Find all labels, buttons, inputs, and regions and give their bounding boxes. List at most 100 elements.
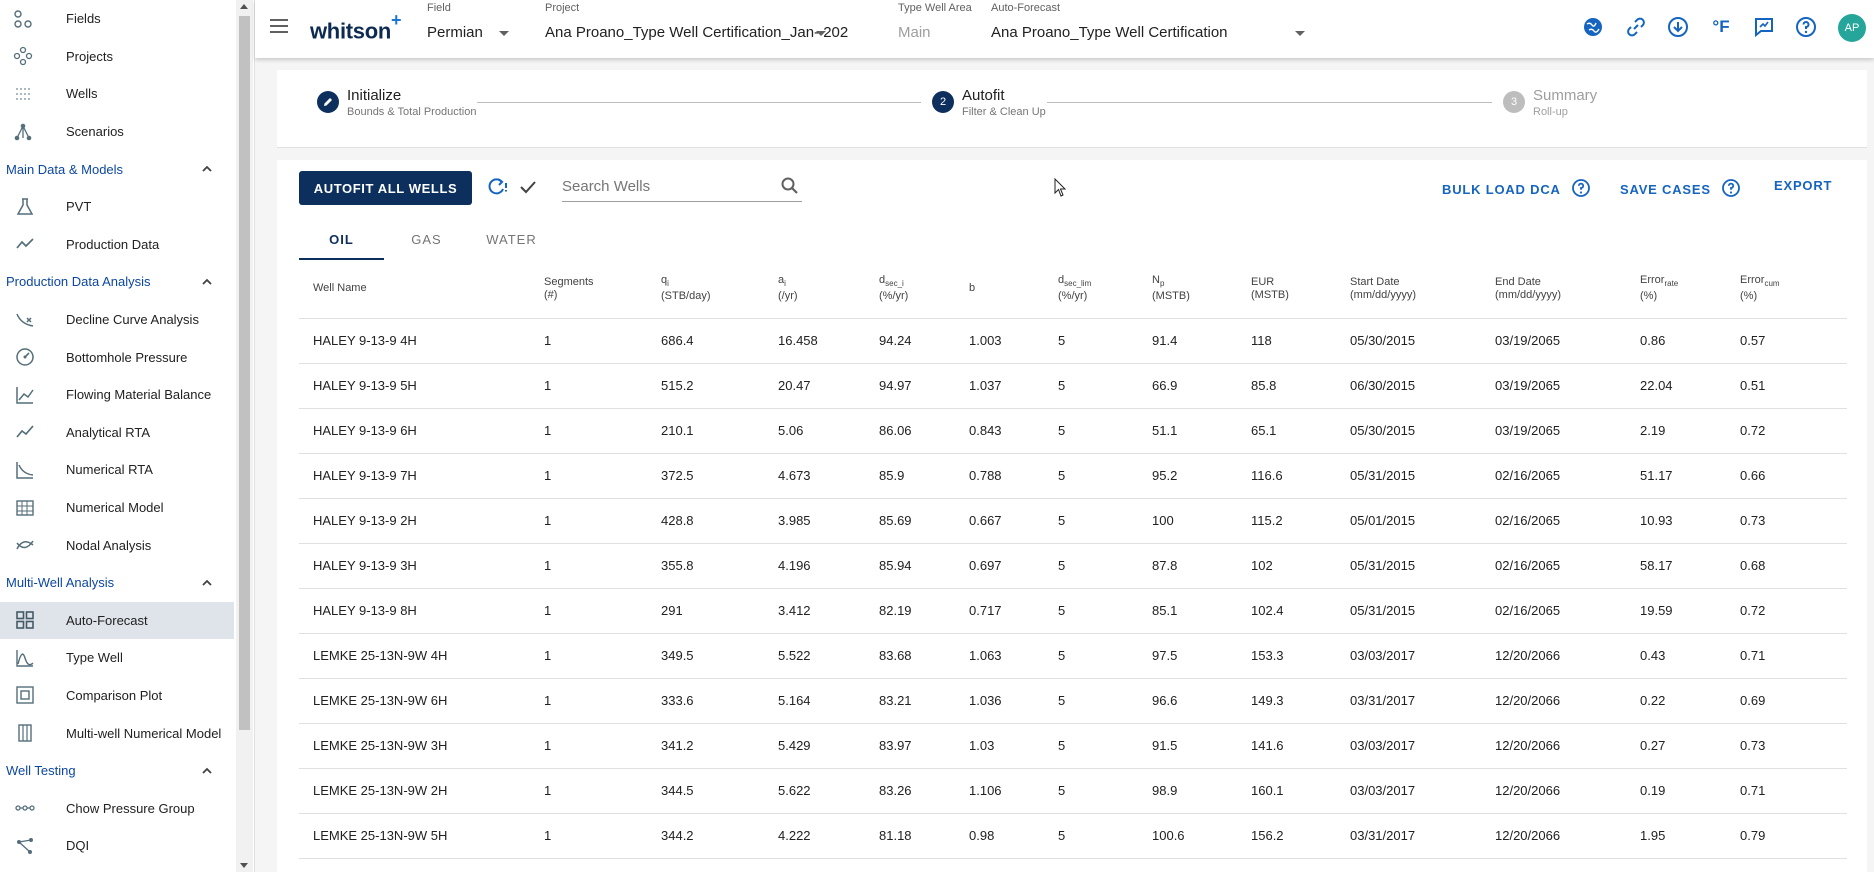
sidebar-item-numerical-model[interactable]: Numerical Model xyxy=(0,489,234,527)
download-circle-icon[interactable] xyxy=(1666,15,1690,39)
tab-oil[interactable]: OIL xyxy=(299,218,384,260)
column-header-label: q xyxy=(661,274,668,287)
column-header[interactable]: Start Date (mm/dd/yyyy) xyxy=(1350,260,1495,319)
autofit-all-wells-button[interactable]: AUTOFIT ALL WELLS xyxy=(299,171,472,205)
column-header[interactable]: ai (/yr) xyxy=(778,260,879,319)
table-row[interactable]: HALEY 9-13-9 2H 1 428.8 3.985 85.69 0.667 5 100… xyxy=(299,498,1847,544)
table-cell: 03/19/2065 xyxy=(1495,318,1640,364)
sidebar-item-bottomhole-pressure[interactable]: Bottomhole Pressure xyxy=(0,338,234,376)
table-cell: 5 xyxy=(1058,813,1152,859)
sidebar-item-production-data[interactable]: Production Data xyxy=(0,226,234,264)
sidebar-item-scenarios[interactable]: Scenarios xyxy=(0,113,234,151)
temperature-unit-button[interactable]: °F xyxy=(1709,15,1733,39)
sidebar-item-chow-pressure-group[interactable]: Chow Pressure Group xyxy=(0,789,234,827)
table-row[interactable]: HALEY 9-13-9 8H 1 291 3.412 82.19 0.717 5 85.1 1… xyxy=(299,588,1847,634)
sidebar-item-decline-curve-analysis[interactable]: Decline Curve Analysis xyxy=(0,301,234,339)
step-autofit[interactable]: 2 Autofit Filter & Clean Up xyxy=(932,86,1046,119)
section-well-testing[interactable]: Well Testing xyxy=(0,752,234,790)
line-chart-icon xyxy=(12,234,38,254)
column-header[interactable]: Well Name xyxy=(299,260,544,319)
table-row[interactable]: LEMKE 25-13N-9W 6H 1 333.6 5.164 83.21 1.036 5… xyxy=(299,678,1847,724)
table-row[interactable]: HALEY 9-13-9 7H 1 372.5 4.673 85.9 0.788 5 95.2… xyxy=(299,453,1847,499)
sidebar-item-nodal-analysis[interactable]: Nodal Analysis xyxy=(0,526,234,564)
table-cell: 116.6 xyxy=(1251,453,1350,499)
help-circle-icon[interactable] xyxy=(1571,178,1591,201)
field-value: Permian xyxy=(427,24,483,41)
sidebar-item-projects[interactable]: Projects xyxy=(0,38,234,76)
column-header-unit: (mm/dd/yyyy) xyxy=(1495,288,1561,301)
column-header[interactable]: dsec_i (%/yr) xyxy=(879,260,969,319)
sidebar-item-auto-forecast[interactable]: Auto-Forecast xyxy=(0,601,234,640)
feedback-chart-icon[interactable] xyxy=(1752,15,1776,39)
sidebar-item-flowing-material-balance[interactable]: Flowing Material Balance xyxy=(0,376,234,414)
save-cases-label: SAVE CASES xyxy=(1620,182,1711,197)
app-logo[interactable]: whitson+ xyxy=(310,10,402,44)
search-icon[interactable] xyxy=(780,176,800,201)
column-header-subscript: rate xyxy=(1664,279,1679,289)
section-multi-well-analysis[interactable]: Multi-Well Analysis xyxy=(0,564,234,602)
sidebar-item-label: Bottomhole Pressure xyxy=(66,349,188,365)
column-header-label: d xyxy=(879,274,886,287)
sidebar-item-type-well[interactable]: Type Well xyxy=(0,639,234,677)
sidebar-item-wells[interactable]: Wells xyxy=(0,75,234,113)
table-cell: 1 xyxy=(544,453,661,499)
sidebar-item-pvt[interactable]: PVT xyxy=(0,188,234,226)
sidebar-item-dqi[interactable]: DQI xyxy=(0,827,234,865)
sidebar-item-numerical-rta[interactable]: Numerical RTA xyxy=(0,451,234,489)
table-cell: 12/20/2066 xyxy=(1495,768,1640,814)
column-header[interactable]: Np (MSTB) xyxy=(1152,260,1251,319)
section-production-data-analysis[interactable]: Production Data Analysis xyxy=(0,263,234,301)
link-icon[interactable] xyxy=(1624,15,1648,39)
scroll-down-arrow-icon[interactable] xyxy=(240,863,248,868)
column-header[interactable]: End Date (mm/dd/yyyy) xyxy=(1495,260,1640,319)
help-icon[interactable] xyxy=(1794,15,1818,39)
table-row[interactable]: HALEY 9-13-9 3H 1 355.8 4.196 85.94 0.697 5 87.… xyxy=(299,543,1847,589)
tab-gas[interactable]: GAS xyxy=(411,231,442,247)
save-cases-button[interactable]: SAVE CASES xyxy=(1620,178,1741,201)
search-wells-field[interactable] xyxy=(562,170,802,202)
column-header[interactable]: b xyxy=(969,260,1058,319)
search-input[interactable] xyxy=(562,176,762,196)
sidebar-item-label: Auto-Forecast xyxy=(66,612,148,628)
field-select[interactable]: Field Permian xyxy=(427,0,517,58)
sidebar-item-comparison-plot[interactable]: Comparison Plot xyxy=(0,677,234,715)
table-cell: 5 xyxy=(1058,588,1152,634)
bulk-load-dca-button[interactable]: BULK LOAD DCA xyxy=(1442,178,1591,201)
column-header[interactable]: Errorrate (%) xyxy=(1640,260,1740,319)
sidebar-item-analytical-rta[interactable]: Analytical RTA xyxy=(0,414,234,452)
help-circle-icon[interactable] xyxy=(1721,178,1741,201)
user-avatar[interactable]: AP xyxy=(1838,14,1866,42)
refresh-alert-icon[interactable] xyxy=(487,176,509,198)
check-icon[interactable] xyxy=(517,176,539,198)
scroll-up-arrow-icon[interactable] xyxy=(240,4,248,9)
table-row[interactable]: LEMKE 25-13N-9W 3H 1 341.2 5.429 83.97 1.03 5 9… xyxy=(299,723,1847,769)
step-initialize[interactable]: Initialize Bounds & Total Production xyxy=(317,86,476,119)
section-main-data-models[interactable]: Main Data & Models xyxy=(0,150,234,188)
project-value: Ana Proano_Type Well Certification_Jan- … xyxy=(545,24,849,41)
column-header[interactable]: dsec_lim (%/yr) xyxy=(1058,260,1152,319)
auto-forecast-select[interactable]: Auto-Forecast Ana Proano_Type Well Certi… xyxy=(991,0,1311,58)
table-row[interactable]: LEMKE 25-13N-9W 4H 1 349.5 5.522 83.68 1.063 5… xyxy=(299,633,1847,679)
menu-icon[interactable] xyxy=(270,19,288,33)
column-header[interactable]: Errorcum (%) xyxy=(1740,260,1847,319)
sidebar-item-multi-well-numerical-model[interactable]: Multi-well Numerical Model xyxy=(0,714,234,752)
table-row[interactable]: HALEY 9-13-9 6H 1 210.1 5.06 86.06 0.843 5 51.1… xyxy=(299,408,1847,454)
sidebar-item-fields[interactable]: Fields xyxy=(0,0,234,38)
column-header[interactable]: Segments (#) xyxy=(544,260,661,319)
sidebar-scrollbar[interactable] xyxy=(236,0,253,872)
column-header[interactable]: qi (STB/day) xyxy=(661,260,778,319)
table-row[interactable]: HALEY 9-13-9 4H 1 686.4 16.458 94.24 1.003 5 91… xyxy=(299,318,1847,364)
table-row[interactable]: HALEY 9-13-9 5H 1 515.2 20.47 94.97 1.037 5 66.… xyxy=(299,363,1847,409)
table-cell: 5.429 xyxy=(778,723,879,769)
step-summary[interactable]: 3 Summary Roll-up xyxy=(1503,86,1597,119)
table-row[interactable]: LEMKE 25-13N-9W 5H 1 344.2 4.222 81.18 0.98 5 1… xyxy=(299,813,1847,859)
table-row[interactable]: LEMKE 25-13N-9W 2H 1 344.5 5.622 83.26 1.106 5… xyxy=(299,768,1847,814)
sidebar-scrollbar-thumb[interactable] xyxy=(239,16,250,730)
globe-icon[interactable] xyxy=(1581,15,1605,39)
table-cell: 66.9 xyxy=(1152,363,1251,409)
export-button[interactable]: EXPORT xyxy=(1774,178,1832,193)
column-header[interactable]: EUR (MSTB) xyxy=(1251,260,1350,319)
table-cell: 81.18 xyxy=(879,813,969,859)
project-select[interactable]: Project Ana Proano_Type Well Certificati… xyxy=(545,0,848,58)
tab-water[interactable]: WATER xyxy=(486,231,537,247)
